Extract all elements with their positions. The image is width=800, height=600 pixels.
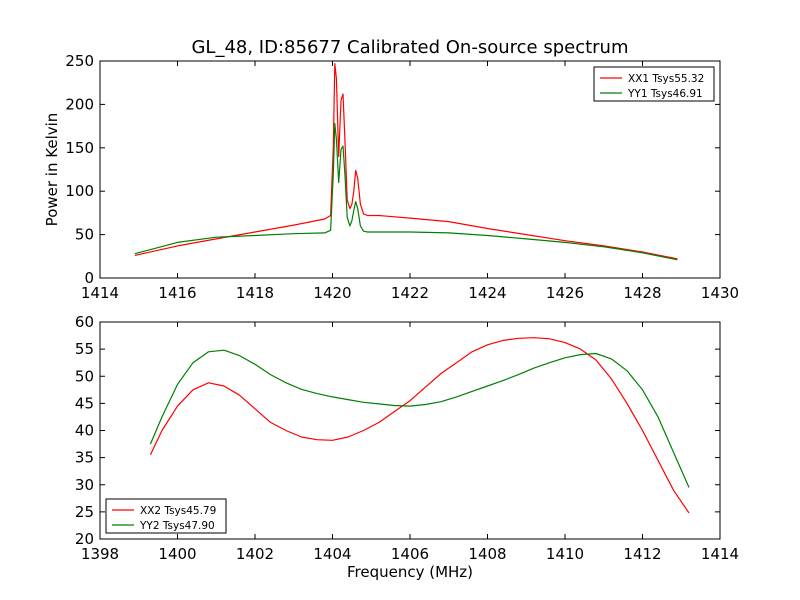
top-panel: 1414 1416 1418 1420 1422 1424 1426 1428 1430 0 50 1…: [43, 52, 739, 302]
x-tick-label: 1414: [81, 284, 119, 302]
legend-box: [593, 66, 715, 102]
y-tick-label: 50: [75, 367, 94, 385]
x-tick-label: 1406: [391, 545, 429, 563]
x-tick-label: 1424: [468, 284, 506, 302]
x-axis-label: Frequency (MHz): [347, 563, 473, 581]
x-tick-label: 1416: [158, 284, 196, 302]
series-line-1: [149, 337, 690, 514]
y-tick-label: 60: [75, 313, 94, 331]
x-tick-label: 1422: [391, 284, 429, 302]
y-tick-label: 20: [75, 530, 94, 548]
y-tick-label: 45: [75, 394, 94, 412]
figure-title: GL_48, ID:85677 Calibrated On-source spe…: [191, 37, 628, 58]
x-tick-label: 1398: [81, 545, 119, 563]
y-tick-label: 150: [65, 139, 94, 157]
x-tick-label: 1428: [623, 284, 661, 302]
y-tick-label: 25: [75, 503, 94, 521]
legend-label: YY2 Tsys47.90: [139, 520, 215, 532]
y-tick-label: 0: [84, 269, 94, 287]
legend-label: XX1 Tsys55.32: [628, 73, 704, 85]
y-tick-label: 100: [65, 182, 94, 200]
x-tick-label: 1414: [701, 545, 739, 563]
x-tick-label: 1430: [701, 284, 739, 302]
x-tick-label: 1402: [236, 545, 274, 563]
series-line-2: [134, 122, 678, 261]
x-tick-label: 1412: [623, 545, 661, 563]
y-axis-label: Power in Kelvin: [43, 113, 61, 227]
x-tick-label: 1410: [546, 545, 584, 563]
legend: XX2 Tsys45.79 YY2 Tsys47.90: [105, 498, 227, 534]
bottom-panel: 1398 1400 1402 1404 1406 1408 1410 1412 1414 20 25…: [75, 313, 739, 563]
x-tick-label: 1420: [313, 284, 351, 302]
y-tick-label: 55: [75, 340, 94, 358]
x-tick-label: 1418: [236, 284, 274, 302]
y-tick-label: 40: [75, 422, 94, 440]
y-tick-label: 250: [65, 52, 94, 70]
x-tick-label: 1408: [468, 545, 506, 563]
x-tick-label: 1400: [158, 545, 196, 563]
legend-label: XX2 Tsys45.79: [140, 505, 216, 517]
y-tick-label: 30: [75, 476, 94, 494]
series-line-1: [134, 62, 678, 260]
x-tick-label: 1404: [313, 545, 351, 563]
y-tick-label: 50: [75, 226, 94, 244]
y-tick-label: 35: [75, 449, 94, 467]
legend-label: YY1 Tsys46.91: [627, 88, 703, 100]
x-tick-label: 1426: [546, 284, 584, 302]
y-tick-label: 200: [65, 95, 94, 113]
series-line-2: [149, 349, 690, 488]
legend-box: [105, 498, 227, 534]
legend: XX1 Tsys55.32 YY1 Tsys46.91: [593, 66, 715, 102]
